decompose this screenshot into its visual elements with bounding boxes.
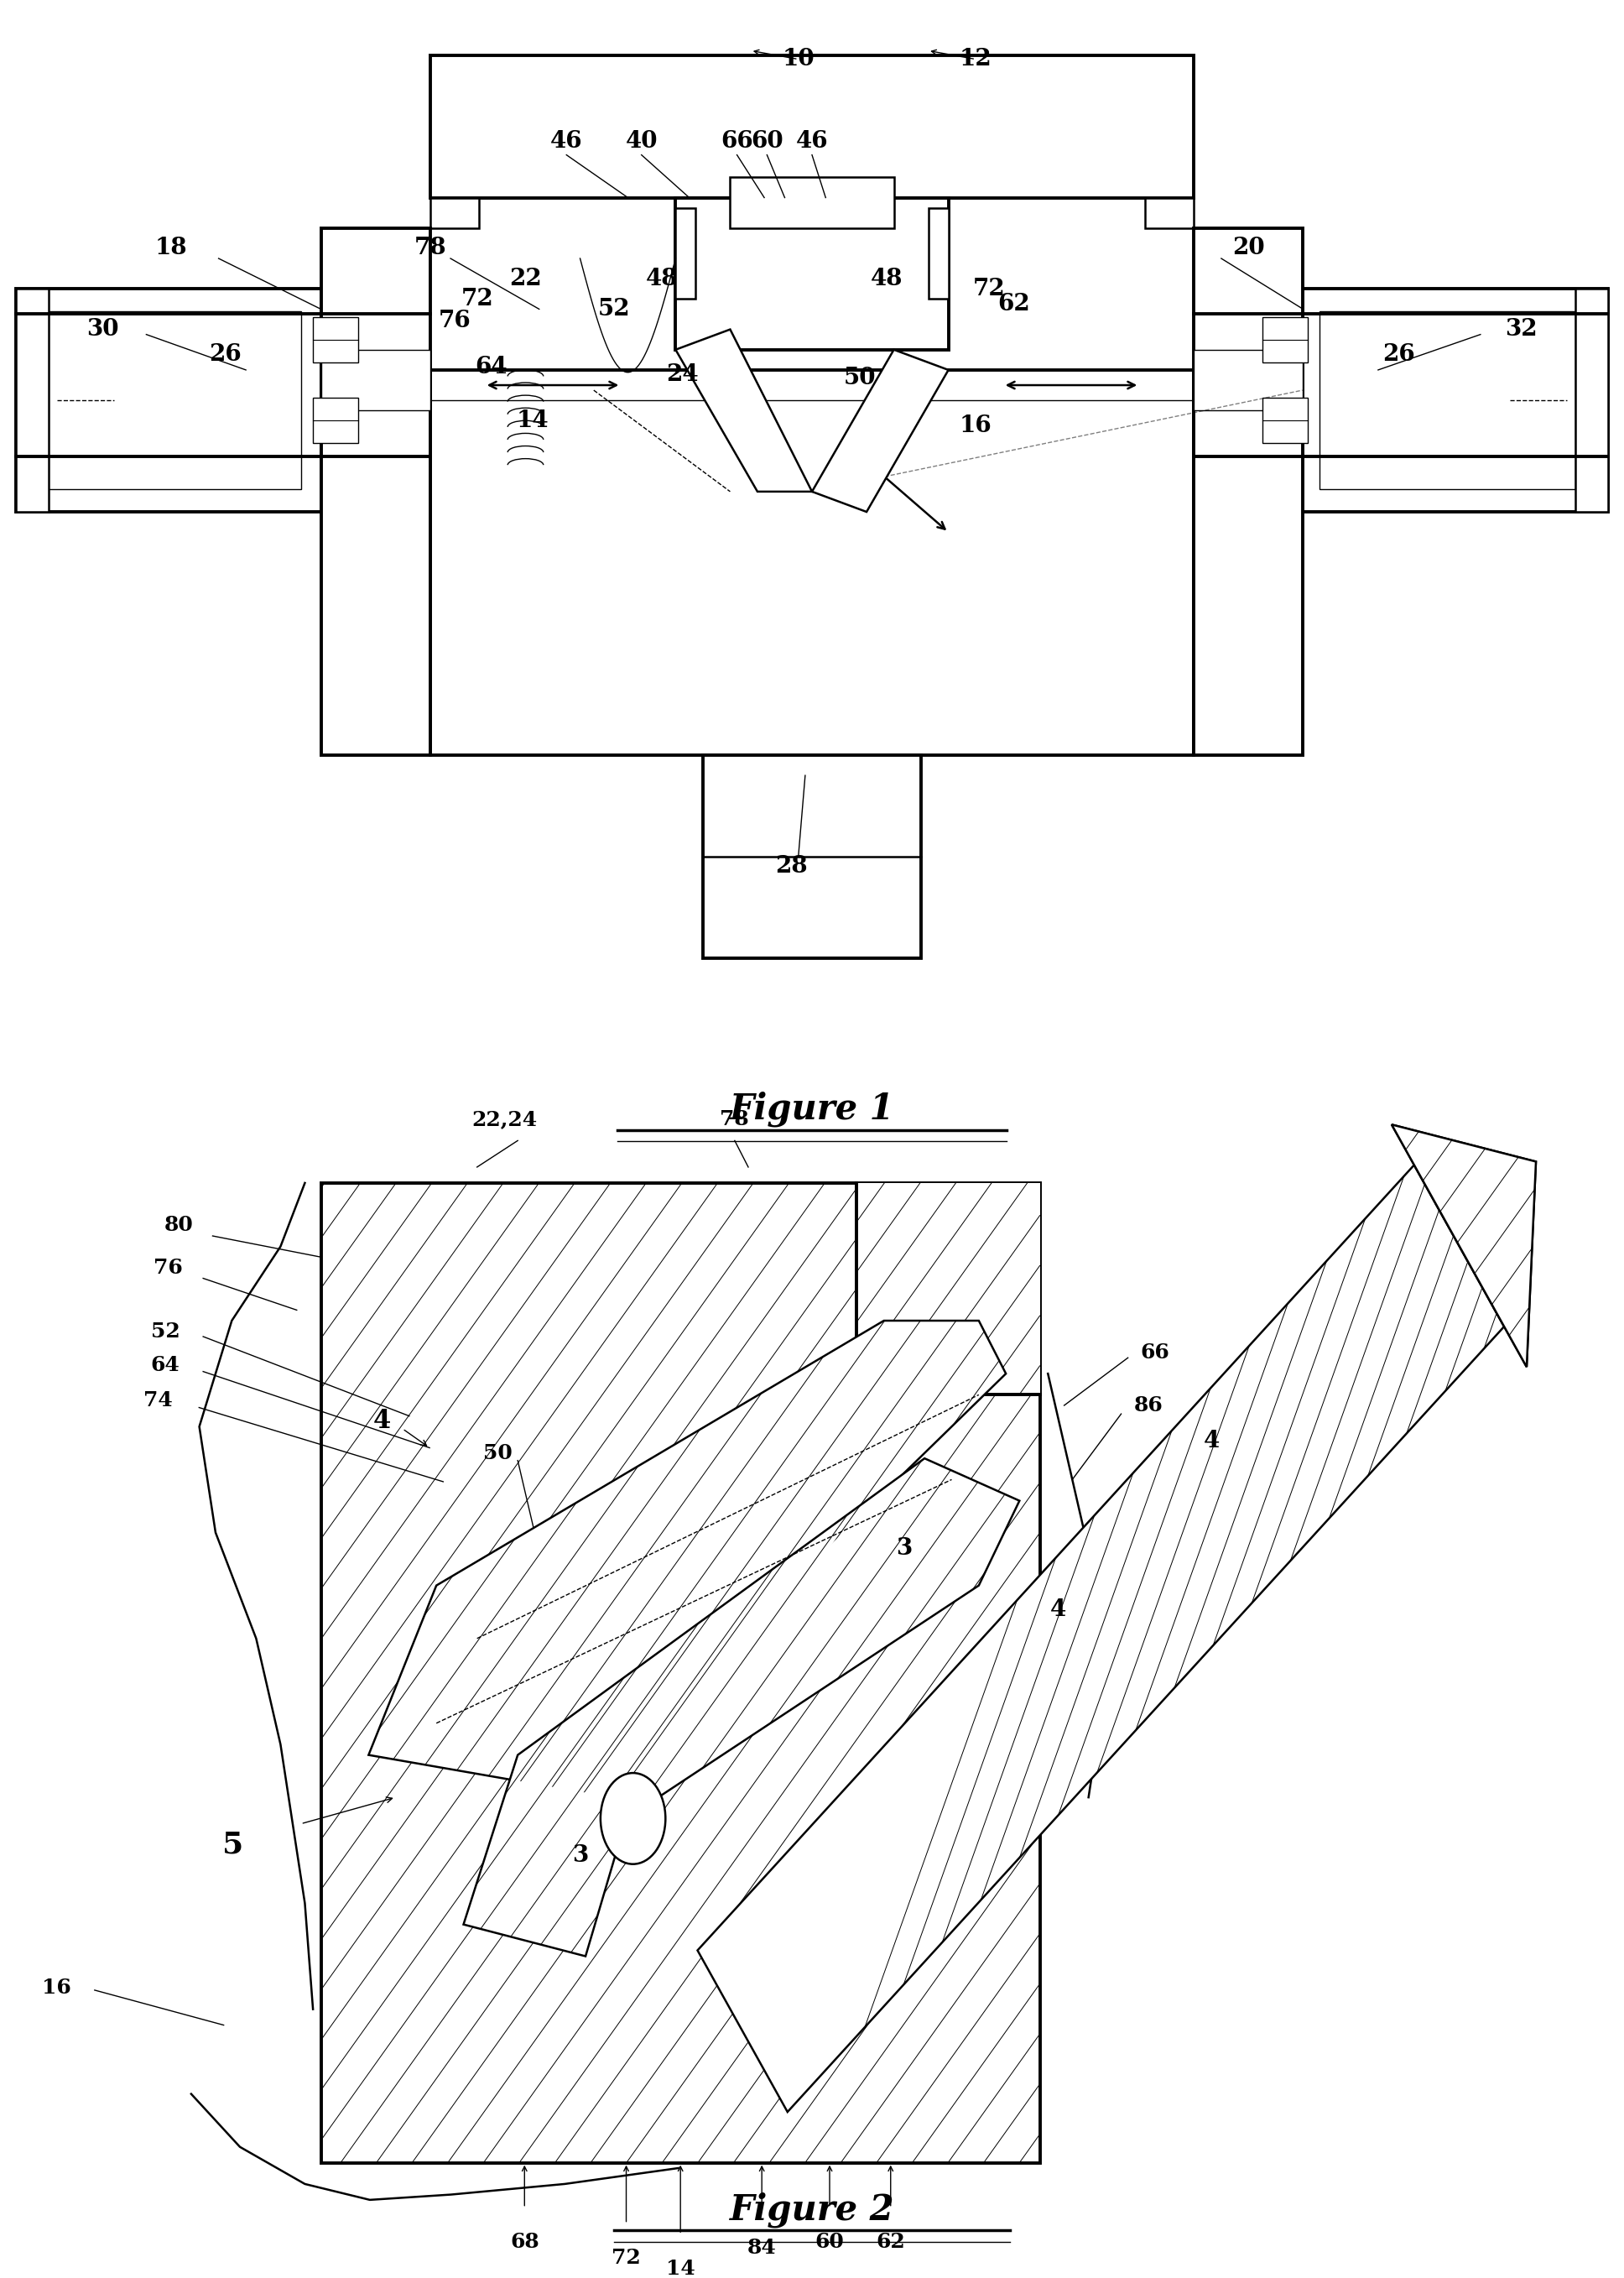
Bar xyxy=(1194,228,1302,756)
Text: 62: 62 xyxy=(997,294,1030,314)
Bar xyxy=(1319,312,1575,490)
Bar xyxy=(1262,399,1307,444)
Text: 72: 72 xyxy=(612,2248,641,2269)
Text: 60: 60 xyxy=(815,2232,844,2253)
Text: 46: 46 xyxy=(551,130,583,153)
Bar xyxy=(703,756,921,957)
Bar xyxy=(857,1182,1039,1394)
Text: 24: 24 xyxy=(666,364,698,387)
Text: 66: 66 xyxy=(721,130,754,153)
Text: 40: 40 xyxy=(625,130,658,153)
Bar xyxy=(1145,198,1194,228)
Text: Figure 1: Figure 1 xyxy=(729,1091,895,1128)
Text: 26: 26 xyxy=(1382,344,1415,367)
Text: 30: 30 xyxy=(86,319,119,342)
Text: 12: 12 xyxy=(960,48,992,71)
Text: 14: 14 xyxy=(516,410,549,433)
Text: 10: 10 xyxy=(783,48,815,71)
Text: Figure 2: Figure 2 xyxy=(729,2191,895,2228)
Text: 52: 52 xyxy=(151,1321,180,1342)
Text: 60: 60 xyxy=(750,130,783,153)
Text: 76: 76 xyxy=(438,310,471,333)
Bar xyxy=(322,1182,1039,2162)
Bar xyxy=(1575,289,1608,513)
Bar xyxy=(676,207,695,298)
Polygon shape xyxy=(698,1164,1504,2112)
Text: 50: 50 xyxy=(843,367,875,390)
Bar xyxy=(676,198,948,351)
Polygon shape xyxy=(1392,1125,1536,1367)
Polygon shape xyxy=(1392,1125,1536,1367)
Text: 62: 62 xyxy=(875,2232,905,2253)
Text: 16: 16 xyxy=(960,415,992,437)
Text: 84: 84 xyxy=(747,2237,776,2257)
Text: 26: 26 xyxy=(209,344,242,367)
Text: 32: 32 xyxy=(1505,319,1538,342)
Text: 3: 3 xyxy=(572,1845,588,1868)
Text: 66: 66 xyxy=(1140,1342,1169,1362)
Text: 78: 78 xyxy=(719,1109,749,1130)
Bar xyxy=(322,351,430,410)
Bar xyxy=(322,228,430,756)
Bar xyxy=(430,369,1194,756)
Bar xyxy=(1194,351,1302,410)
Bar xyxy=(45,312,302,490)
Text: 52: 52 xyxy=(598,298,630,321)
Bar xyxy=(430,198,479,228)
Bar xyxy=(929,207,948,298)
Text: 28: 28 xyxy=(775,854,807,877)
Text: 14: 14 xyxy=(666,2260,695,2278)
Text: 80: 80 xyxy=(164,1214,193,1235)
Text: 68: 68 xyxy=(510,2232,539,2253)
Text: 48: 48 xyxy=(870,267,903,289)
Text: 76: 76 xyxy=(153,1257,182,1278)
Text: 22: 22 xyxy=(510,267,542,289)
Text: 46: 46 xyxy=(796,130,828,153)
Text: 16: 16 xyxy=(42,1977,71,1998)
Text: 48: 48 xyxy=(646,267,679,289)
Text: 4: 4 xyxy=(1051,1599,1067,1622)
Text: 72: 72 xyxy=(461,287,494,310)
Bar xyxy=(1302,289,1608,513)
Bar xyxy=(430,55,1194,198)
Text: 78: 78 xyxy=(414,237,447,260)
Text: 86: 86 xyxy=(1134,1396,1163,1415)
Text: 64: 64 xyxy=(476,355,508,378)
Text: 4: 4 xyxy=(1203,1431,1220,1453)
Bar xyxy=(731,178,893,228)
Text: 4: 4 xyxy=(374,1408,391,1435)
Text: 20: 20 xyxy=(1233,237,1265,260)
Polygon shape xyxy=(369,1321,1005,1797)
Polygon shape xyxy=(463,1458,1020,1957)
Polygon shape xyxy=(676,330,812,492)
Circle shape xyxy=(601,1772,666,1863)
Text: 50: 50 xyxy=(482,1442,512,1462)
Bar xyxy=(313,317,359,362)
Bar xyxy=(16,289,322,513)
Text: 3: 3 xyxy=(896,1538,913,1560)
Polygon shape xyxy=(812,351,948,513)
Text: 18: 18 xyxy=(154,237,187,260)
Bar xyxy=(313,399,359,444)
Text: 22,24: 22,24 xyxy=(471,1109,538,1130)
Text: 64: 64 xyxy=(151,1355,180,1376)
Text: 5: 5 xyxy=(222,1832,244,1859)
Bar xyxy=(1262,317,1307,362)
Bar xyxy=(16,289,49,513)
Text: 72: 72 xyxy=(973,278,1005,301)
Text: 74: 74 xyxy=(145,1390,172,1410)
